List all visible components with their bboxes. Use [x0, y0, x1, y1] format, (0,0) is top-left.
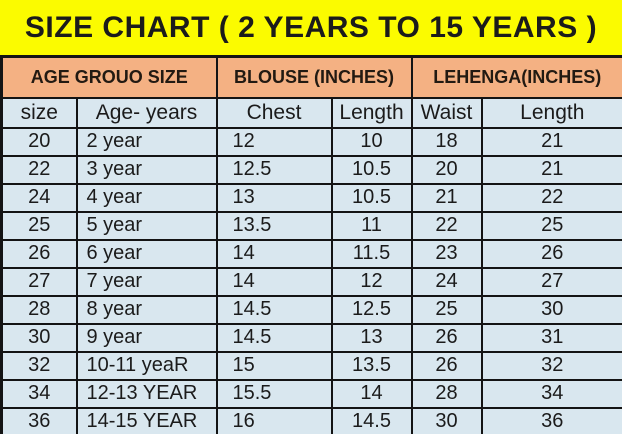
cell-chest: 13.5: [215, 210, 333, 241]
cell-age: 12-13 YEAR: [75, 378, 218, 409]
cell-lehenga-length: 21: [480, 126, 622, 157]
cell-size: 27: [0, 266, 78, 297]
cell-age: 4 year: [75, 182, 218, 213]
cell-waist: 26: [410, 322, 483, 353]
cell-waist: 26: [410, 350, 483, 381]
cell-blouse-length: 10.5: [330, 182, 413, 213]
column-header-age-years: Age- years: [75, 96, 218, 129]
cell-age: 14-15 YEAR: [75, 406, 218, 434]
cell-age: 7 year: [75, 266, 218, 297]
cell-blouse-length: 11: [330, 210, 413, 241]
cell-size: 28: [0, 294, 78, 325]
cell-blouse-length: 12: [330, 266, 413, 297]
column-header-waist: Waist: [410, 96, 483, 129]
group-header-row: AGE GROUO SIZE BLOUSE (INCHES) LEHENGA(I…: [0, 55, 622, 99]
table-row: 22 3 year 12.5 10.5 20 21: [0, 154, 622, 185]
cell-size: 20: [0, 126, 78, 157]
cell-size: 26: [0, 238, 78, 269]
cell-waist: 18: [410, 126, 483, 157]
cell-chest: 14.5: [215, 294, 333, 325]
cell-waist: 22: [410, 210, 483, 241]
cell-waist: 30: [410, 406, 483, 434]
cell-size: 24: [0, 182, 78, 213]
table-row: 28 8 year 14.5 12.5 25 30: [0, 294, 622, 325]
column-header-row: size Age- years Chest Length Waist Lengt…: [0, 96, 622, 129]
table-row: 30 9 year 14.5 13 26 31: [0, 322, 622, 353]
cell-lehenga-length: 27: [480, 266, 622, 297]
cell-age: 5 year: [75, 210, 218, 241]
cell-chest: 15: [215, 350, 333, 381]
table-row: 36 14-15 YEAR 16 14.5 30 36: [0, 406, 622, 434]
table-body: 20 2 year 12 10 18 21 22 3 year 12.5 10.…: [0, 126, 622, 434]
group-header-blouse: BLOUSE (INCHES): [215, 55, 413, 99]
cell-size: 22: [0, 154, 78, 185]
cell-blouse-length: 13.5: [330, 350, 413, 381]
cell-blouse-length: 10.5: [330, 154, 413, 185]
cell-size: 25: [0, 210, 78, 241]
cell-waist: 20: [410, 154, 483, 185]
cell-blouse-length: 12.5: [330, 294, 413, 325]
cell-blouse-length: 10: [330, 126, 413, 157]
table-row: 26 6 year 14 11.5 23 26: [0, 238, 622, 269]
column-header-blouse-length: Length: [330, 96, 413, 129]
table-row: 34 12-13 YEAR 15.5 14 28 34: [0, 378, 622, 409]
table-row: 25 5 year 13.5 11 22 25: [0, 210, 622, 241]
column-header-chest: Chest: [215, 96, 333, 129]
cell-lehenga-length: 30: [480, 294, 622, 325]
cell-blouse-length: 14: [330, 378, 413, 409]
cell-chest: 14: [215, 266, 333, 297]
cell-chest: 15.5: [215, 378, 333, 409]
cell-waist: 23: [410, 238, 483, 269]
cell-waist: 28: [410, 378, 483, 409]
cell-size: 32: [0, 350, 78, 381]
cell-chest: 13: [215, 182, 333, 213]
cell-size: 34: [0, 378, 78, 409]
cell-size: 36: [0, 406, 78, 434]
cell-age: 8 year: [75, 294, 218, 325]
table-row: 20 2 year 12 10 18 21: [0, 126, 622, 157]
cell-chest: 14.5: [215, 322, 333, 353]
cell-chest: 12.5: [215, 154, 333, 185]
table-row: 32 10-11 yeaR 15 13.5 26 32: [0, 350, 622, 381]
cell-chest: 14: [215, 238, 333, 269]
cell-lehenga-length: 31: [480, 322, 622, 353]
cell-lehenga-length: 36: [480, 406, 622, 434]
cell-lehenga-length: 21: [480, 154, 622, 185]
cell-age: 10-11 yeaR: [75, 350, 218, 381]
cell-blouse-length: 13: [330, 322, 413, 353]
cell-age: 6 year: [75, 238, 218, 269]
cell-age: 3 year: [75, 154, 218, 185]
cell-waist: 25: [410, 294, 483, 325]
table-row: 24 4 year 13 10.5 21 22: [0, 182, 622, 213]
cell-lehenga-length: 25: [480, 210, 622, 241]
cell-waist: 21: [410, 182, 483, 213]
cell-waist: 24: [410, 266, 483, 297]
cell-lehenga-length: 32: [480, 350, 622, 381]
table-row: 27 7 year 14 12 24 27: [0, 266, 622, 297]
cell-blouse-length: 11.5: [330, 238, 413, 269]
cell-size: 30: [0, 322, 78, 353]
cell-lehenga-length: 22: [480, 182, 622, 213]
size-chart-table: AGE GROUO SIZE BLOUSE (INCHES) LEHENGA(I…: [0, 55, 622, 434]
cell-lehenga-length: 26: [480, 238, 622, 269]
column-header-lehenga-length: Length: [480, 96, 622, 129]
cell-blouse-length: 14.5: [330, 406, 413, 434]
cell-lehenga-length: 34: [480, 378, 622, 409]
cell-chest: 12: [215, 126, 333, 157]
cell-chest: 16: [215, 406, 333, 434]
group-header-lehenga: LEHENGA(INCHES): [410, 55, 622, 99]
group-header-age-group: AGE GROUO SIZE: [0, 55, 218, 99]
page-title: SIZE CHART ( 2 YEARS TO 15 YEARS ): [0, 0, 622, 55]
cell-age: 9 year: [75, 322, 218, 353]
cell-age: 2 year: [75, 126, 218, 157]
column-header-size: size: [0, 96, 78, 129]
